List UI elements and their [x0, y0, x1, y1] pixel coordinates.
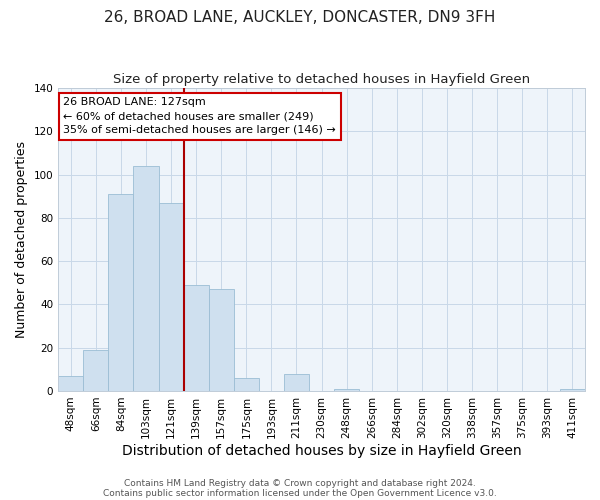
Text: Contains HM Land Registry data © Crown copyright and database right 2024.: Contains HM Land Registry data © Crown c… — [124, 478, 476, 488]
Text: 26 BROAD LANE: 127sqm
← 60% of detached houses are smaller (249)
35% of semi-det: 26 BROAD LANE: 127sqm ← 60% of detached … — [64, 97, 336, 135]
Bar — [158, 202, 184, 391]
Text: 26, BROAD LANE, AUCKLEY, DONCASTER, DN9 3FH: 26, BROAD LANE, AUCKLEY, DONCASTER, DN9 … — [104, 10, 496, 25]
X-axis label: Distribution of detached houses by size in Hayfield Green: Distribution of detached houses by size … — [122, 444, 521, 458]
Y-axis label: Number of detached properties: Number of detached properties — [15, 141, 28, 338]
Bar — [83, 350, 109, 391]
Bar — [284, 374, 309, 391]
Bar — [58, 376, 83, 391]
Bar — [334, 389, 359, 391]
Bar — [209, 290, 234, 391]
Text: Contains public sector information licensed under the Open Government Licence v3: Contains public sector information licen… — [103, 488, 497, 498]
Title: Size of property relative to detached houses in Hayfield Green: Size of property relative to detached ho… — [113, 72, 530, 86]
Bar — [560, 389, 585, 391]
Bar — [184, 285, 209, 391]
Bar — [133, 166, 158, 391]
Bar — [234, 378, 259, 391]
Bar — [109, 194, 133, 391]
